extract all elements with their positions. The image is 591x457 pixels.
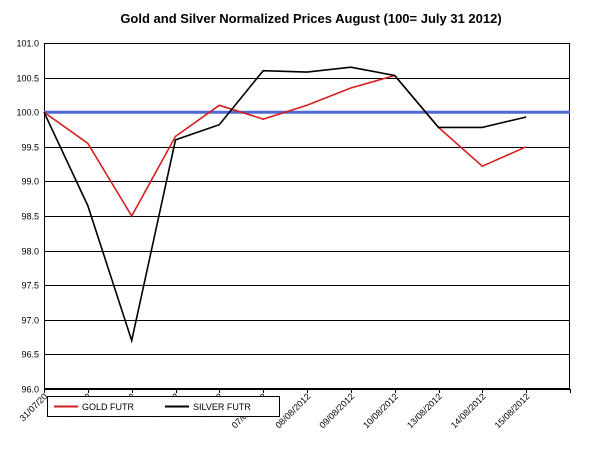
x-tick-label: 15/08/2012: [493, 391, 532, 430]
y-tick-label: 99.0: [21, 177, 39, 187]
x-tick-label: 14/08/2012: [449, 391, 488, 430]
series-line-gold-futr: [43, 74, 527, 218]
series-line-silver-futr: [43, 66, 527, 344]
legend-label: SILVER FUTR: [193, 402, 251, 412]
x-tick-label: 31/07/20: [18, 391, 50, 423]
legend: [47, 396, 280, 417]
x-tick-label: 10/08/2012: [361, 391, 400, 430]
y-tick-label: 101.0: [16, 39, 39, 49]
plot-area: 96.0 96.5 97.0 97.5 98.0 98.5 99.0 99.5 100.0 100…: [16, 39, 571, 430]
y-tick-label: 100.0: [16, 108, 39, 118]
y-tick-label: 98.5: [21, 212, 39, 222]
y-tick-label: 97.5: [21, 281, 39, 291]
y-tick-label: 96.5: [21, 350, 39, 360]
chart-title: Gold and Silver Normalized Prices August…: [120, 11, 501, 26]
legend-label: GOLD FUTR: [82, 402, 135, 412]
y-tick-label: 100.5: [16, 74, 39, 84]
x-tick-label: 13/08/2012: [405, 391, 444, 430]
plot-frame: [44, 43, 570, 389]
y-tick-label: 98.0: [21, 247, 39, 257]
x-tick-label: 09/08/2012: [317, 391, 356, 430]
y-tick-label: 99.5: [21, 143, 39, 153]
y-tick-label: 97.0: [21, 316, 39, 326]
y-tick-label: 96.0: [21, 385, 39, 395]
